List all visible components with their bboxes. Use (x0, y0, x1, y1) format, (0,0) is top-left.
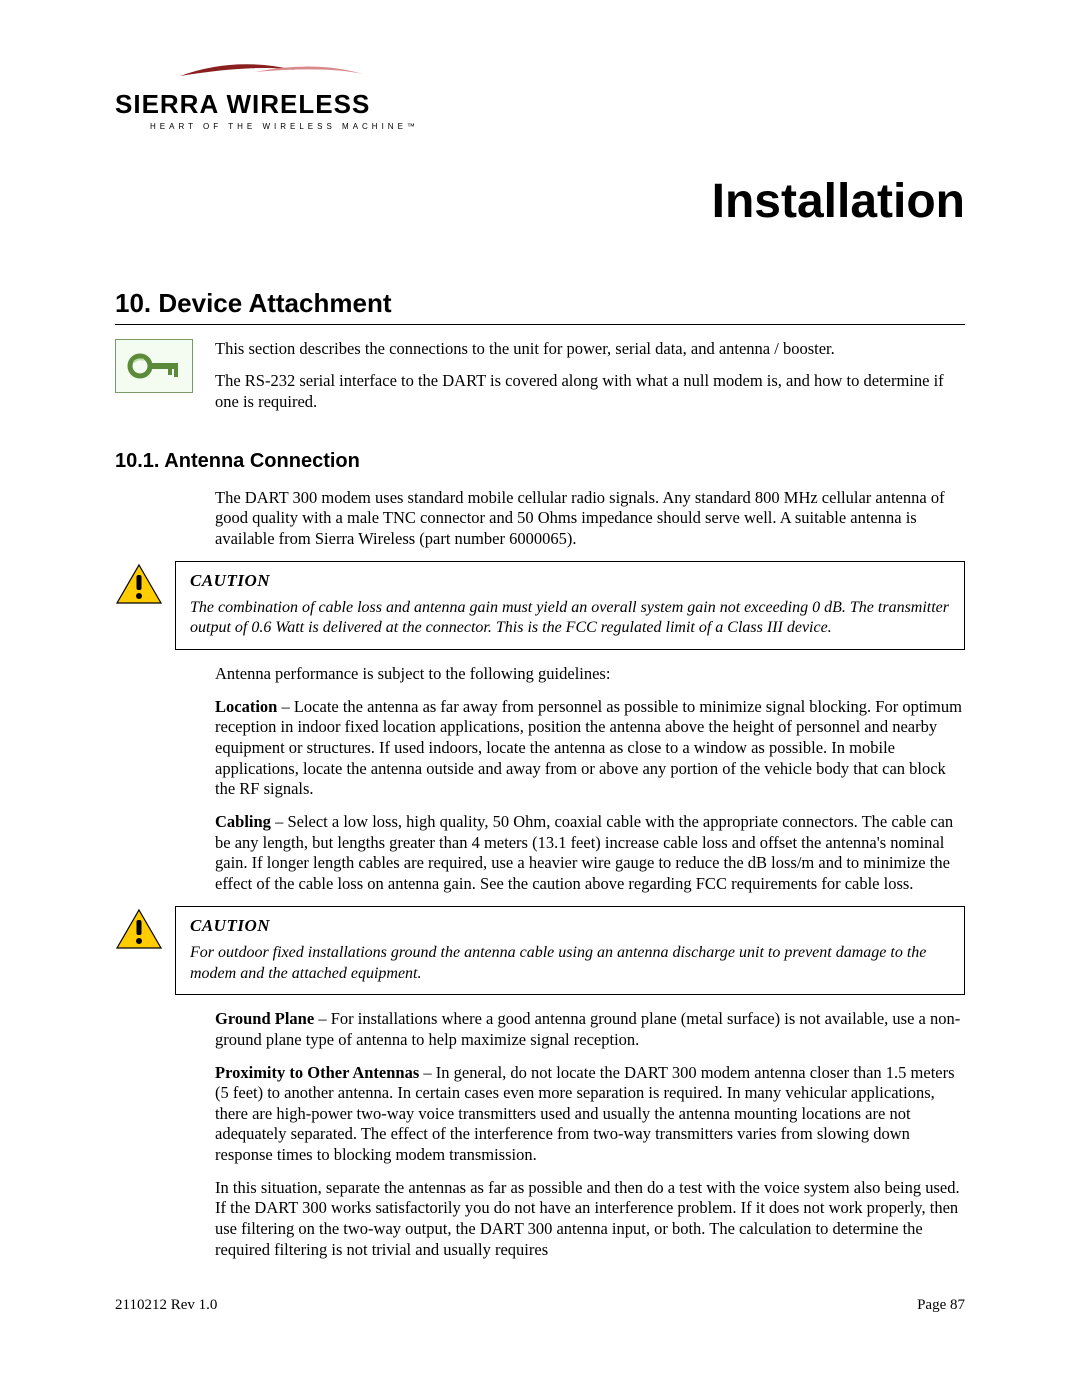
last-paragraph: In this situation, separate the antennas… (215, 1178, 965, 1261)
proximity-paragraph: Proximity to Other Antennas – In general… (215, 1063, 965, 1166)
caution-title-2: CAUTION (190, 915, 950, 936)
subsection-heading: 10.1. Antenna Connection (115, 449, 965, 474)
antenna-intro: The DART 300 modem uses standard mobile … (215, 488, 965, 550)
page-footer: 2110212 Rev 1.0 Page 87 (115, 1290, 965, 1315)
logo-swoosh-icon (175, 60, 965, 86)
guidelines-intro: Antenna performance is subject to the fo… (215, 664, 965, 685)
caution-box-2: CAUTION For outdoor fixed installations … (175, 906, 965, 995)
cabling-paragraph: Cabling – Select a low loss, high qualit… (215, 812, 965, 895)
company-logo: SIERRA WIRELESS HEART OF THE WIRELESS MA… (115, 60, 965, 132)
key-icon (115, 339, 193, 393)
footer-doc-rev: 2110212 Rev 1.0 (115, 1296, 217, 1315)
ground-label: Ground Plane (215, 1009, 314, 1028)
location-label: Location (215, 697, 277, 716)
location-text: – Locate the antenna as far away from pe… (215, 697, 962, 799)
ground-text: – For installations where a good antenna… (215, 1009, 960, 1049)
caution-title-1: CAUTION (190, 570, 950, 591)
page-title: Installation (115, 172, 965, 232)
proximity-label: Proximity to Other Antennas (215, 1063, 419, 1082)
caution-box-1: CAUTION The combination of cable loss an… (175, 561, 965, 650)
logo-company-name: SIERRA WIRELESS (115, 88, 965, 121)
caution-body-1: The combination of cable loss and antenn… (190, 598, 950, 640)
footer-page-number: Page 87 (917, 1296, 965, 1315)
section-heading: 10. Device Attachment (115, 287, 965, 325)
ground-plane-paragraph: Ground Plane – For installations where a… (215, 1009, 965, 1050)
warning-icon (115, 563, 163, 607)
caution-body-2: For outdoor fixed installations ground t… (190, 943, 950, 985)
warning-icon (115, 908, 163, 952)
cabling-label: Cabling (215, 812, 271, 831)
intro-paragraph-2: The RS-232 serial interface to the DART … (215, 371, 965, 412)
intro-paragraph-1: This section describes the connections t… (215, 339, 965, 360)
location-paragraph: Location – Locate the antenna as far awa… (215, 697, 965, 800)
logo-tagline: HEART OF THE WIRELESS MACHINE™ (150, 122, 965, 132)
cabling-text: – Select a low loss, high quality, 50 Oh… (215, 812, 953, 893)
